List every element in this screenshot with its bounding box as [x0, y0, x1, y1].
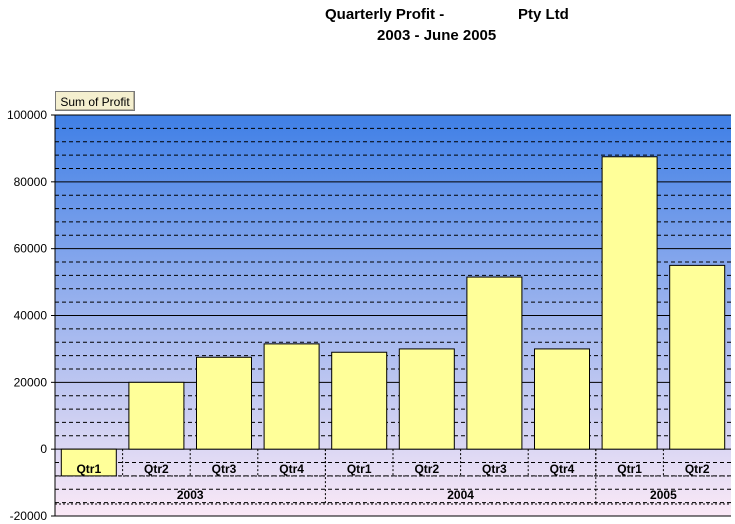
quarter-tick-label: Qtr1 — [76, 462, 101, 476]
bar — [534, 348, 590, 450]
y-tick-label: 80000 — [14, 175, 48, 189]
quarter-tick-label: Qtr4 — [550, 462, 575, 476]
chart-title-line1-left: Quarterly Profit - — [325, 6, 445, 23]
year-tick-label: 2005 — [650, 488, 677, 502]
y-tick-label: 40000 — [14, 309, 48, 323]
bar — [466, 276, 523, 450]
quarter-tick-label: Qtr4 — [279, 462, 304, 476]
quarter-tick-label: Qtr3 — [212, 462, 237, 476]
y-tick-label: 60000 — [14, 242, 48, 256]
quarter-tick-label: Qtr2 — [144, 462, 169, 476]
quarter-tick-label: Qtr2 — [685, 462, 710, 476]
bar — [331, 351, 388, 450]
y-tick-label: 100000 — [7, 108, 47, 122]
bar — [398, 348, 455, 450]
quarter-tick-label: Qtr2 — [414, 462, 439, 476]
bar — [128, 381, 185, 450]
quarter-tick-label: Qtr3 — [482, 462, 507, 476]
chart-title-line1-right: Pty Ltd — [518, 6, 569, 23]
quarter-tick-label: Qtr1 — [617, 462, 642, 476]
chart-title-line2: 2003 - June 2005 — [377, 27, 497, 44]
y-tick-label: 0 — [40, 442, 47, 456]
y-tick-label: -20000 — [10, 509, 48, 523]
quarter-tick-label: Qtr1 — [347, 462, 372, 476]
y-tick-label: 20000 — [14, 375, 48, 389]
bar — [601, 156, 658, 450]
sum-of-profit-field-button[interactable]: Sum of Profit — [55, 91, 135, 111]
bar — [669, 264, 726, 450]
bar — [263, 343, 320, 450]
year-tick-label: 2003 — [177, 488, 204, 502]
year-tick-label: 2004 — [447, 488, 474, 502]
bar — [196, 356, 252, 450]
bar — [60, 448, 117, 477]
